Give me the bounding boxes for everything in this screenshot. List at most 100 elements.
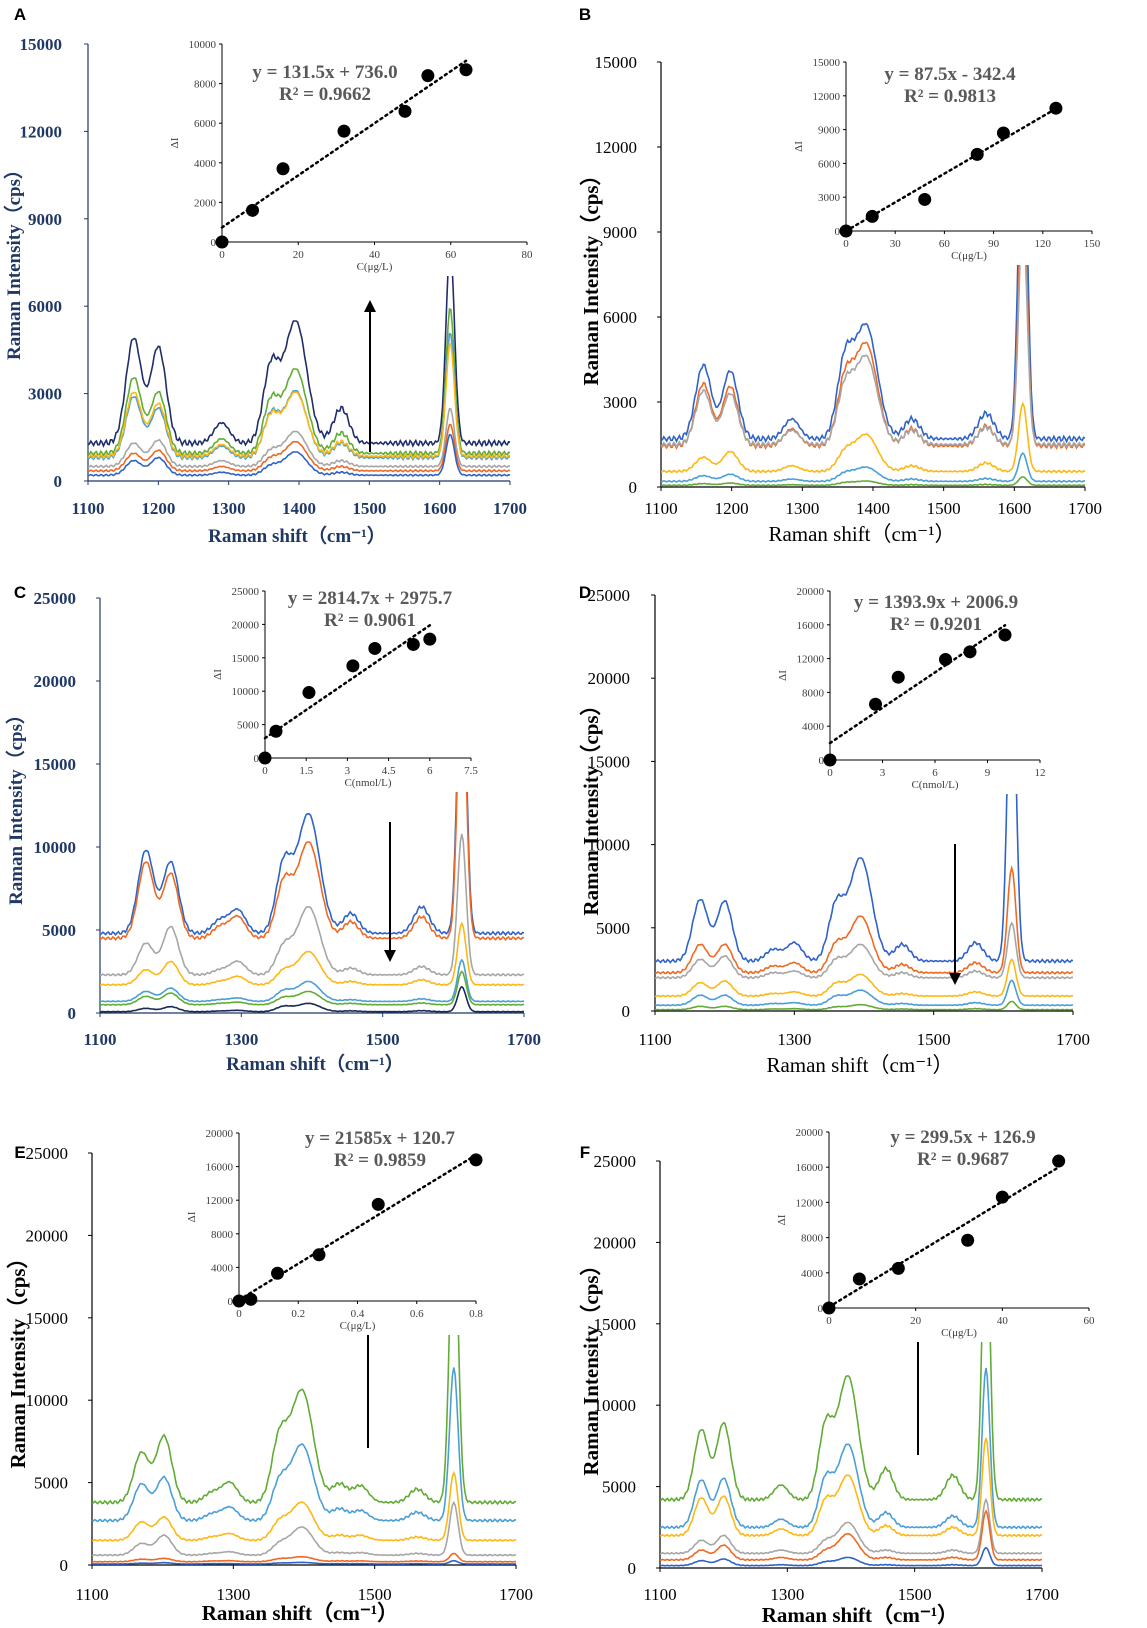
x-tick-label: 1700 [1025,1585,1059,1604]
inset-y-tick-label: 15000 [813,57,841,69]
y-tick-label: 3000 [28,385,62,404]
y-axis-title: Raman Intensity（cps） [4,705,27,905]
inset-x-tick-label: 20 [293,249,305,261]
inset-x-axis-title: C(μg/L) [340,1320,376,1332]
x-tick-label: 1700 [1068,499,1102,518]
y-tick-label: 10000 [26,1391,69,1410]
inset-x-tick-label: 0 [843,238,849,250]
panel-letter: A [14,5,26,24]
inset-data-point [995,1190,1009,1204]
inset-x-tick-label: 0 [262,765,268,777]
inset-y-tick-label: 12000 [813,91,841,103]
inset-data-point [1049,101,1063,115]
panel-letter: E [14,1143,25,1162]
series-line-yellow [654,958,1074,998]
y-tick-label: 15000 [588,752,631,771]
y-tick-label: 15000 [20,35,63,54]
inset-data-point [232,1294,246,1308]
inset-y-tick-label: 20000 [797,586,825,598]
series-line-green [99,970,525,1006]
panel-letter: D [579,583,591,602]
y-tick-label: 12000 [20,122,63,141]
trend-arrow-head [364,300,376,312]
x-tick-label: 1100 [71,499,104,518]
inset-data-point [891,670,905,684]
series-line-lightblue [99,958,525,1003]
y-tick-label: 15000 [34,755,77,774]
inset-x-tick-label: 0.2 [291,1308,305,1320]
y-axis-title: Raman Intensity（cps） [2,160,25,360]
inset-data-point [970,147,984,161]
x-tick-label: 1500 [917,1030,951,1049]
inset-r-squared: R² = 0.9813 [904,86,996,107]
inset-x-tick-label: 0 [236,1308,242,1320]
inset-y-tick-label: 4000 [802,721,825,733]
series-line-blue [654,636,1074,964]
series-line-green [91,1197,517,1506]
inset-background [172,36,537,276]
inset-fit-line [827,1165,1060,1309]
inset-x-tick-label: 20 [910,1315,922,1327]
inset-r-squared: R² = 0.9201 [890,614,982,635]
x-axis-title: Raman shift（cm⁻¹） [226,1052,404,1075]
inset-y-tick-label: 4000 [801,1268,824,1280]
inset-r-squared: R² = 0.9687 [917,1149,1009,1170]
chart-panel-c: C 0 5000 10000 15000 20000 25000 1100 1300 1500 17… [4,583,541,1075]
inset-y-tick-label: 0 [819,755,825,767]
inset-y-axis-title: ΔI [212,669,224,680]
x-tick-label: 1700 [507,1030,541,1049]
chart-panel-e: E 0 5000 10000 15000 20000 25000 1100 1300 1500 17… [6,1125,533,1625]
inset-r-squared: R² = 0.9061 [324,610,416,631]
inset-data-point [823,753,837,767]
x-tick-label: 1500 [927,499,961,518]
series-line-blue [87,433,511,477]
inset-data-point [302,686,316,700]
series-line-gray [91,1500,516,1557]
series-line-darknavy [99,985,524,1013]
inset-data-point [276,162,290,176]
inset-x-axis-title: C(μg/L) [357,261,393,273]
series-line-blue [659,1546,1043,1567]
inset-fit-line [828,624,1007,745]
inset-data-point [368,641,382,655]
inset-data-point [998,628,1012,642]
inset-data-point [459,63,473,77]
series-line-blue [92,1559,517,1566]
inset-y-tick-label: 10000 [189,39,217,51]
y-tick-label: 0 [622,1002,631,1021]
y-tick-label: 20000 [26,1226,69,1245]
inset-data-point [839,224,853,238]
y-tick-label: 6000 [603,308,637,327]
series-line-blue [660,79,1086,444]
inset-fit-line [844,107,1058,233]
x-tick-label: 1400 [856,499,890,518]
y-tick-label: 9000 [28,210,62,229]
inset-x-tick-label: 0 [827,767,833,779]
series-line-lightblue [654,979,1073,1007]
y-tick-label: 20000 [594,1233,637,1252]
series-line-navy [87,245,511,448]
x-tick-label: 1100 [75,1585,108,1604]
y-axis-title: Raman Intensity（cps） [579,1254,603,1475]
inset-data-point [246,203,259,217]
x-tick-label: 1300 [212,499,246,518]
inset-y-tick-label: 4000 [194,158,217,170]
inset-data-point [852,1272,866,1286]
y-tick-label: 0 [60,1556,69,1575]
inset-x-tick-label: 1.5 [299,765,313,777]
inset-x-tick-label: 3 [880,767,886,779]
x-axis-title: Raman shift（cm⁻¹） [208,524,386,547]
inset-x-tick-label: 6 [932,767,938,779]
y-tick-label: 5000 [42,921,76,940]
y-tick-label: 25000 [594,1152,637,1171]
inset-y-tick-label: 4000 [211,1262,234,1274]
inset-y-tick-label: 8000 [194,79,217,91]
series-line-orange [87,423,511,473]
inset-x-tick-label: 7.5 [464,765,478,777]
inset-equation: y = 1393.9x + 2006.9 [854,592,1018,613]
inset-data-point [269,724,283,738]
x-tick-label: 1200 [141,499,175,518]
inset-y-tick-label: 0 [818,1303,824,1315]
inset-x-tick-label: 60 [939,238,951,250]
inset-data-point [421,69,435,83]
